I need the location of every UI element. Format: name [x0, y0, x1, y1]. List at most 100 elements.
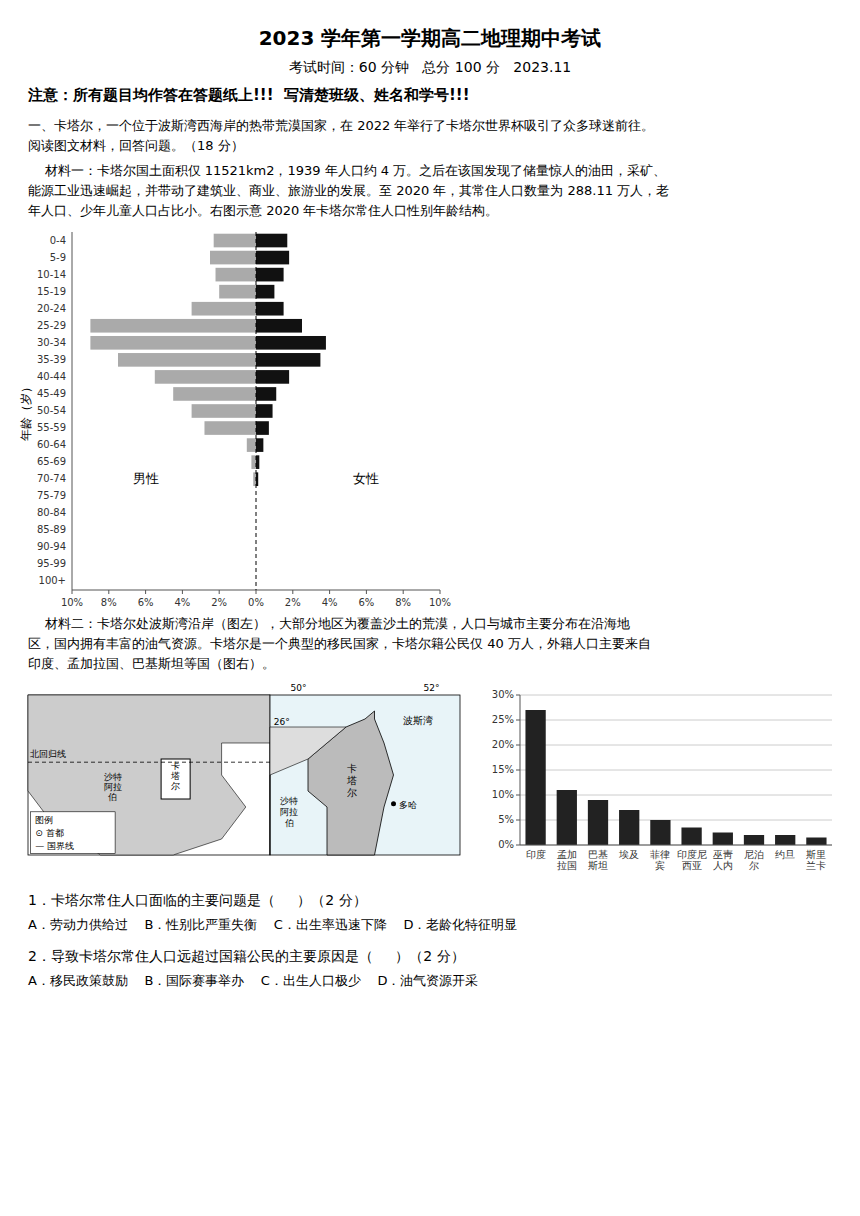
tick: [516, 720, 520, 721]
y-tick-label: 95-99: [37, 558, 66, 569]
text-line: 卡: [347, 763, 357, 774]
text-line: 尔: [347, 787, 357, 798]
x-tick-label: 0%: [248, 597, 264, 608]
x-tick-label: 8%: [395, 597, 411, 608]
paragraph: 印度、孟加拉国、巴基斯坦等国（图右）。: [28, 656, 275, 671]
text-line: 菲律: [650, 849, 670, 860]
bar: [681, 828, 701, 846]
map-coordinate: 52°: [424, 683, 440, 693]
x-tick-label: 印度: [526, 849, 546, 860]
tick: [516, 795, 520, 796]
x-tick-label: 6%: [358, 597, 374, 608]
map-label: 卡塔尔: [346, 763, 357, 798]
y-tick-label: 10-14: [37, 269, 66, 280]
map-coordinate: 26°: [274, 717, 290, 727]
text-line: 斯里: [806, 849, 826, 860]
bar: [256, 421, 269, 435]
tick: [516, 770, 520, 771]
y-tick-label: 20-24: [37, 303, 66, 314]
paragraph: 能源工业迅速崛起，并带动了建筑业、商业、旅游业的发展。至 2020 年，其常住人…: [28, 183, 669, 198]
y-axis: [520, 695, 521, 845]
map-label: 北回归线: [30, 749, 66, 759]
text-line: 斯坦: [588, 860, 608, 871]
notice: 注意：所有题目均作答在答题纸上!!! 写清楚班级、姓名和学号!!!: [27, 86, 470, 104]
tick: [366, 590, 367, 594]
question: 2．导致卡塔尔常住人口远超过国籍公民的主要原因是（ ）（2 分）: [28, 948, 465, 964]
x-axis: [520, 845, 832, 846]
y-tick-label: 25%: [492, 714, 514, 725]
y-axis: [72, 232, 73, 590]
x-tick-label: 约旦: [775, 849, 795, 860]
y-tick-label: 15%: [492, 764, 514, 775]
text-line: 阿拉: [104, 782, 122, 792]
text-line: 西亚: [682, 860, 702, 871]
bar: [219, 285, 256, 299]
y-tick-label: 0%: [498, 839, 514, 850]
bar: [256, 353, 320, 367]
x-tick-label: 4%: [322, 597, 338, 608]
y-tick-label: 70-74: [37, 473, 66, 484]
text-line: 尔: [171, 781, 180, 791]
bar-chart: 0%5%10%15%20%25%30%印度孟加拉国巴基斯坦埃及菲律宾印度尼西亚巫…: [492, 689, 832, 871]
bar: [247, 438, 256, 452]
bar: [744, 835, 764, 845]
bar: [619, 810, 639, 845]
tick: [403, 590, 404, 594]
bars: [90, 234, 326, 486]
capital-marker: [391, 801, 396, 806]
x-tick-label: 2%: [285, 597, 301, 608]
map-legend-box: [30, 812, 115, 854]
text-line: 伯: [285, 818, 294, 828]
y-tick-label: 5%: [498, 814, 514, 825]
y-tick-label: 45-49: [37, 388, 66, 399]
text-line: 阿拉: [280, 807, 298, 817]
bar: [525, 710, 545, 845]
land: [28, 695, 270, 855]
text-line: 拉国: [557, 860, 577, 871]
question-options: A．移民政策鼓励 B．国际赛事举办 C．出生人口极少 D．油气资源开采: [28, 973, 479, 988]
bar: [256, 302, 284, 316]
map-label: 卡塔尔: [170, 761, 180, 791]
grid-line: [520, 695, 832, 696]
saudi-shape: [270, 727, 346, 855]
text-line: 沙特: [104, 772, 122, 782]
text-line: 巫靑: [713, 849, 733, 860]
bar: [588, 800, 608, 845]
paragraph: 区，国内拥有丰富的油气资源。卡塔尔是一个典型的移民国家，卡塔尔籍公民仅 40 万…: [28, 636, 651, 651]
paragraph: 年人口、少年儿童人口占比小。右图示意 2020 年卡塔尔常住人口性别年龄结构。: [28, 203, 498, 218]
series-label: 女性: [353, 471, 379, 486]
x-tick-label: 6%: [138, 597, 154, 608]
y-tick-label: 25-29: [37, 320, 66, 331]
y-tick-label: 15-19: [37, 286, 66, 297]
map-legend-text: — 国界线: [35, 841, 74, 851]
bar: [256, 438, 263, 452]
bar: [155, 370, 256, 384]
bar: [192, 302, 256, 316]
map-frame: [28, 695, 270, 855]
tick: [145, 590, 146, 594]
x-tick-label: 10%: [429, 597, 451, 608]
y-tick-label: 80-84: [37, 507, 66, 518]
y-tick-label: 65-69: [37, 456, 66, 467]
x-tick-label: 孟加拉国: [557, 849, 577, 871]
map-coordinate: 50°: [291, 683, 307, 693]
series-label: 男性: [133, 471, 159, 486]
bar: [256, 370, 289, 384]
y-axis-label: 年龄（岁）: [19, 381, 33, 441]
pyramid-chart: 0%2%2%4%4%6%6%8%8%10%10%100+95-9990-9485…: [19, 232, 452, 608]
bar: [557, 790, 577, 845]
grid-line: [520, 770, 832, 771]
text-line: 兰卡: [806, 860, 826, 871]
x-tick-label: 菲律宾: [650, 849, 670, 871]
bar: [256, 285, 274, 299]
paragraph: 阅读图文材料，回答问题。（18 分）: [28, 138, 244, 153]
y-tick-label: 90-94: [37, 541, 66, 552]
y-tick-label: 50-54: [37, 405, 66, 416]
qatar-box: [161, 759, 190, 799]
y-tick-label: 35-39: [37, 354, 66, 365]
tropic-line: [28, 762, 270, 763]
y-tick-label: 55-59: [37, 422, 66, 433]
y-tick-label: 0-4: [50, 235, 66, 246]
bar: [210, 251, 256, 265]
grid-line: [520, 720, 832, 721]
